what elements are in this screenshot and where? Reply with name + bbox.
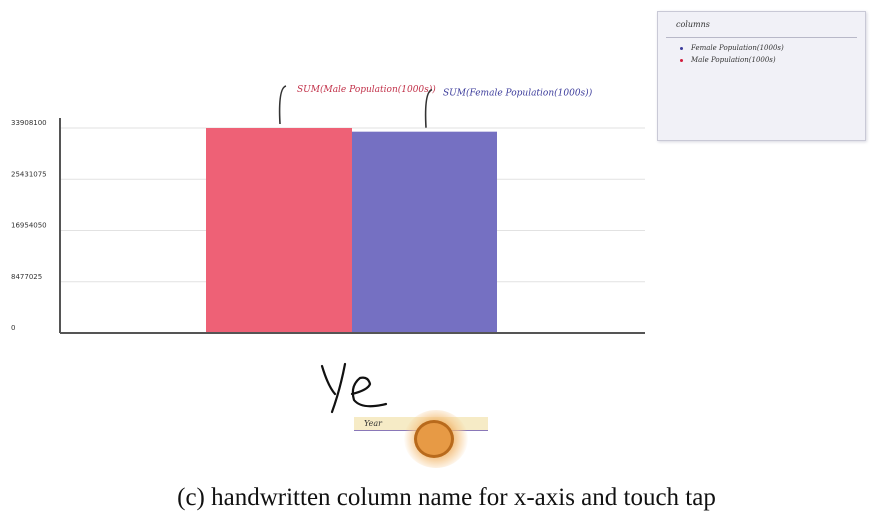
y-tick-label: 0: [11, 324, 15, 332]
bar-male[interactable]: [206, 128, 352, 333]
series-label-bracket: [426, 90, 432, 128]
touch-tap-icon: [414, 420, 454, 458]
y-axis-ticks: 0 8477025 16954050 25431075 33908100: [11, 119, 47, 332]
legend-item-female[interactable]: Female Population(1000s): [680, 44, 784, 52]
y-tick-label: 33908100: [11, 119, 47, 127]
legend[interactable]: columns Female Population(1000s) Male Po…: [657, 11, 866, 141]
series-label-female: SUM(Female Population(1000s)): [443, 88, 593, 99]
y-tick-label: 8477025: [11, 273, 42, 281]
figure-caption: (c) handwritten column name for x-axis a…: [0, 484, 893, 512]
legend-item-male[interactable]: Male Population(1000s): [680, 56, 776, 64]
legend-divider: [666, 37, 857, 38]
series-label-bracket: [280, 86, 286, 124]
handwritten-text: Ye: [318, 411, 320, 413]
series-labels: SUM(Male Population(1000s)) SUM(Female Po…: [280, 84, 593, 128]
handwritten-ye-stroke: [322, 364, 386, 412]
y-tick-label: 16954050: [11, 222, 47, 230]
series-label-male: SUM(Male Population(1000s)): [297, 84, 436, 95]
bars: [206, 128, 497, 333]
legend-item-label: Female Population(1000s): [691, 44, 784, 52]
y-tick-label: 25431075: [11, 170, 47, 178]
bar-female[interactable]: [352, 132, 497, 333]
legend-title: columns: [676, 20, 710, 29]
legend-item-label: Male Population(1000s): [691, 56, 776, 64]
legend-dot-icon: [680, 59, 683, 62]
legend-dot-icon: [680, 47, 683, 50]
